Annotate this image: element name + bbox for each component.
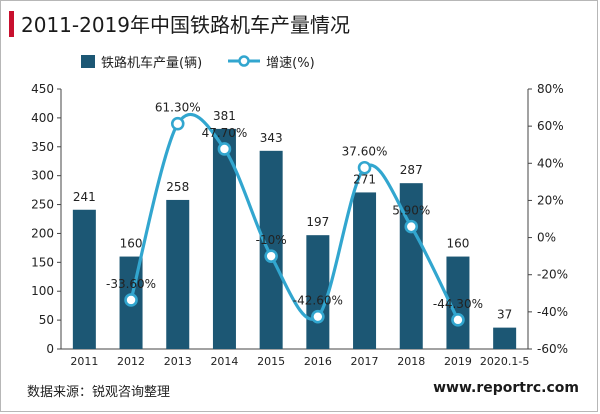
title-accent-bar bbox=[9, 11, 14, 37]
bar bbox=[306, 235, 330, 349]
legend-bar-swatch bbox=[81, 54, 95, 68]
y-left-tick-label: 250 bbox=[31, 198, 54, 212]
x-tick-label: 2016 bbox=[304, 355, 332, 368]
bar-data-label: 241 bbox=[73, 190, 96, 204]
bar-data-label: 258 bbox=[166, 180, 189, 194]
x-tick-label: 2012 bbox=[117, 355, 145, 368]
growth-marker bbox=[124, 293, 138, 307]
x-tick-label: 2019 bbox=[444, 355, 472, 368]
growth-data-label: -42.60% bbox=[293, 294, 343, 308]
bar-data-label: 287 bbox=[400, 163, 423, 177]
bar bbox=[353, 192, 377, 349]
legend-line-swatch bbox=[228, 54, 261, 68]
y-left-tick-label: 450 bbox=[31, 82, 54, 96]
growth-data-label: 37.60% bbox=[342, 145, 388, 159]
bar-data-label: 160 bbox=[446, 237, 469, 251]
growth-data-label: -33.60% bbox=[106, 277, 156, 291]
y-right-tick-label: -20% bbox=[537, 268, 568, 282]
bar bbox=[212, 128, 236, 349]
legend-label-production: 铁路机车产量(辆) bbox=[101, 55, 203, 71]
bar-data-label: 37 bbox=[497, 308, 512, 322]
x-tick-label: 2018 bbox=[397, 355, 425, 368]
bar bbox=[446, 256, 470, 349]
source-note: 数据来源：锐观咨询整理 bbox=[27, 385, 171, 400]
x-tick-label: 2013 bbox=[164, 355, 192, 368]
y-right-tick-label: 80% bbox=[537, 82, 564, 96]
growth-marker bbox=[404, 219, 419, 234]
y-left-tick-label: 400 bbox=[31, 111, 54, 125]
growth-marker bbox=[311, 309, 325, 324]
growth-data-label: 5.90% bbox=[392, 204, 430, 218]
legend-item-production: 铁路机车产量(辆) bbox=[81, 52, 202, 71]
y-left-tick-label: 200 bbox=[31, 226, 54, 240]
y-left-tick-label: 350 bbox=[31, 140, 54, 154]
website-url: www.reportrc.com bbox=[433, 380, 579, 396]
growth-data-label: 47.70% bbox=[202, 126, 248, 140]
y-left-tick-label: 300 bbox=[31, 169, 54, 183]
legend-label-growth: 增速(%) bbox=[266, 55, 315, 71]
y-right-tick-label: 40% bbox=[537, 156, 564, 170]
growth-marker bbox=[217, 142, 232, 156]
legend: 铁路机车产量(辆) 增速(%) bbox=[81, 51, 341, 71]
growth-marker bbox=[357, 160, 372, 175]
y-left-tick-label: 150 bbox=[31, 255, 54, 269]
y-left-tick-label: 0 bbox=[46, 342, 54, 356]
x-tick-label: 2011 bbox=[70, 355, 98, 368]
x-tick-label: 2020.1-5 bbox=[480, 355, 529, 368]
growth-data-label: 61.30% bbox=[155, 101, 201, 115]
growth-marker bbox=[170, 116, 185, 131]
bar bbox=[493, 327, 517, 349]
x-tick-label: 2014 bbox=[210, 355, 238, 368]
y-right-tick-label: 60% bbox=[537, 119, 564, 133]
y-right-tick-label: -60% bbox=[537, 342, 568, 356]
y-right-tick-label: 0% bbox=[537, 231, 556, 245]
bar bbox=[166, 199, 190, 349]
legend-item-growth: 增速(%) bbox=[228, 52, 315, 71]
x-tick-label: 2015 bbox=[257, 355, 285, 368]
bar-data-label: 343 bbox=[260, 131, 283, 145]
x-tick-label: 2017 bbox=[351, 355, 379, 368]
y-right-tick-label: 20% bbox=[537, 193, 564, 207]
growth-data-label: -10% bbox=[256, 233, 287, 247]
y-left-tick-label: 100 bbox=[31, 284, 54, 298]
bar-data-label: 381 bbox=[213, 109, 236, 123]
bar-data-label: 271 bbox=[353, 172, 376, 186]
growth-data-label: -44.30% bbox=[433, 297, 483, 311]
y-left-tick-label: 50 bbox=[39, 313, 54, 327]
chart-title: 2011-2019年中国铁路机车产量情况 bbox=[21, 13, 351, 37]
bar-data-label: 160 bbox=[120, 237, 143, 251]
bar-data-label: 197 bbox=[306, 215, 329, 229]
bar bbox=[72, 209, 96, 349]
growth-marker bbox=[264, 249, 278, 263]
growth-marker bbox=[451, 313, 465, 327]
y-right-tick-label: -40% bbox=[537, 305, 568, 319]
